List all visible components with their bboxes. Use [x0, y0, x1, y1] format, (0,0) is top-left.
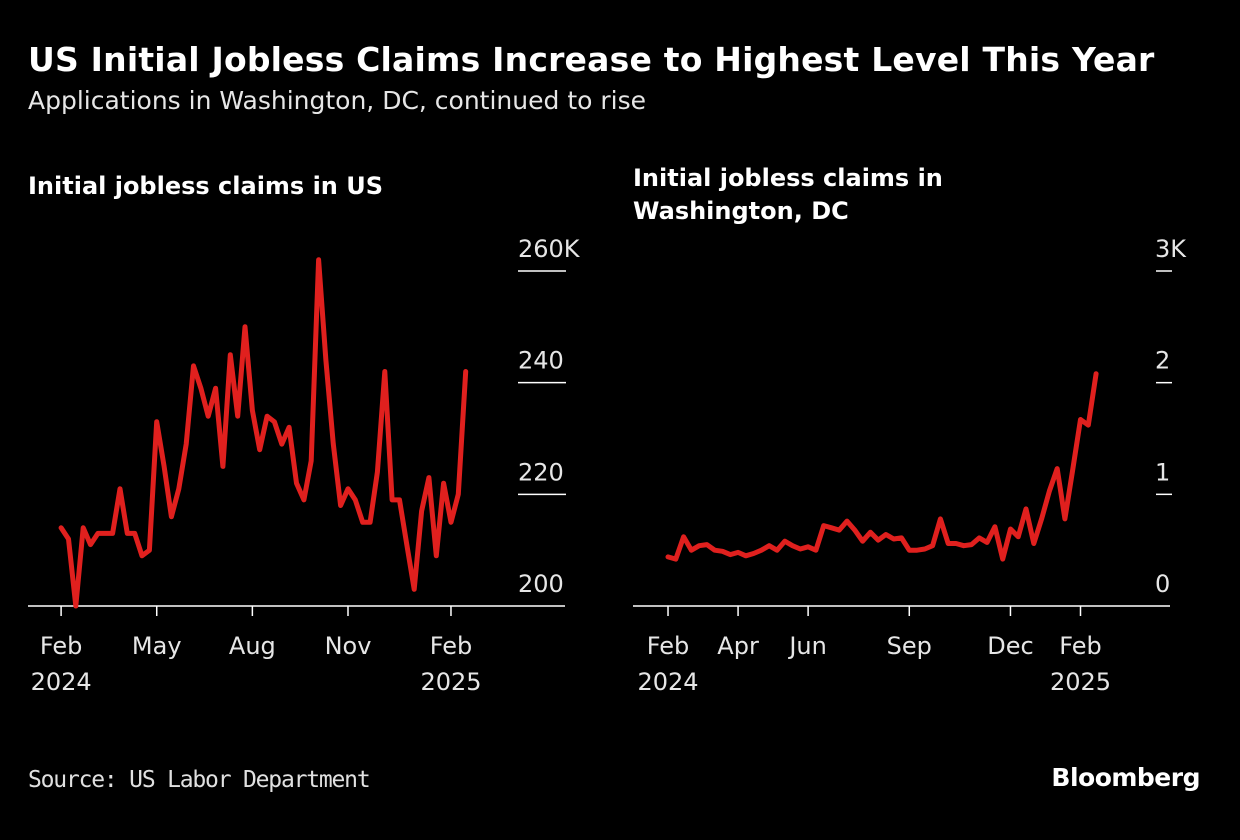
x-tick-label: Dec — [987, 632, 1033, 660]
y-tick-label: 0 — [1155, 570, 1170, 598]
bloomberg-logo: Bloomberg — [1051, 763, 1200, 792]
x-tick-label: Feb — [1059, 632, 1102, 660]
x-tick-label: Feb — [647, 632, 690, 660]
x-tick-year-label: 2025 — [1050, 668, 1111, 696]
y-tick-label: 3K — [1155, 235, 1187, 263]
dc-claims-chart: 3K 2 1 0 Feb 2024 Apr Jun Sep Dec Feb 2025 — [0, 0, 1240, 840]
x-tick-label: Jun — [787, 632, 827, 660]
y-tick-label: 1 — [1155, 458, 1170, 486]
source-note: Source: US Labor Department — [28, 767, 369, 793]
series-line — [668, 374, 1096, 559]
y-tick-label: 2 — [1155, 347, 1170, 375]
x-tick-label: Apr — [717, 632, 759, 660]
x-tick-year-label: 2024 — [637, 668, 698, 696]
x-tick-label: Sep — [887, 632, 932, 660]
